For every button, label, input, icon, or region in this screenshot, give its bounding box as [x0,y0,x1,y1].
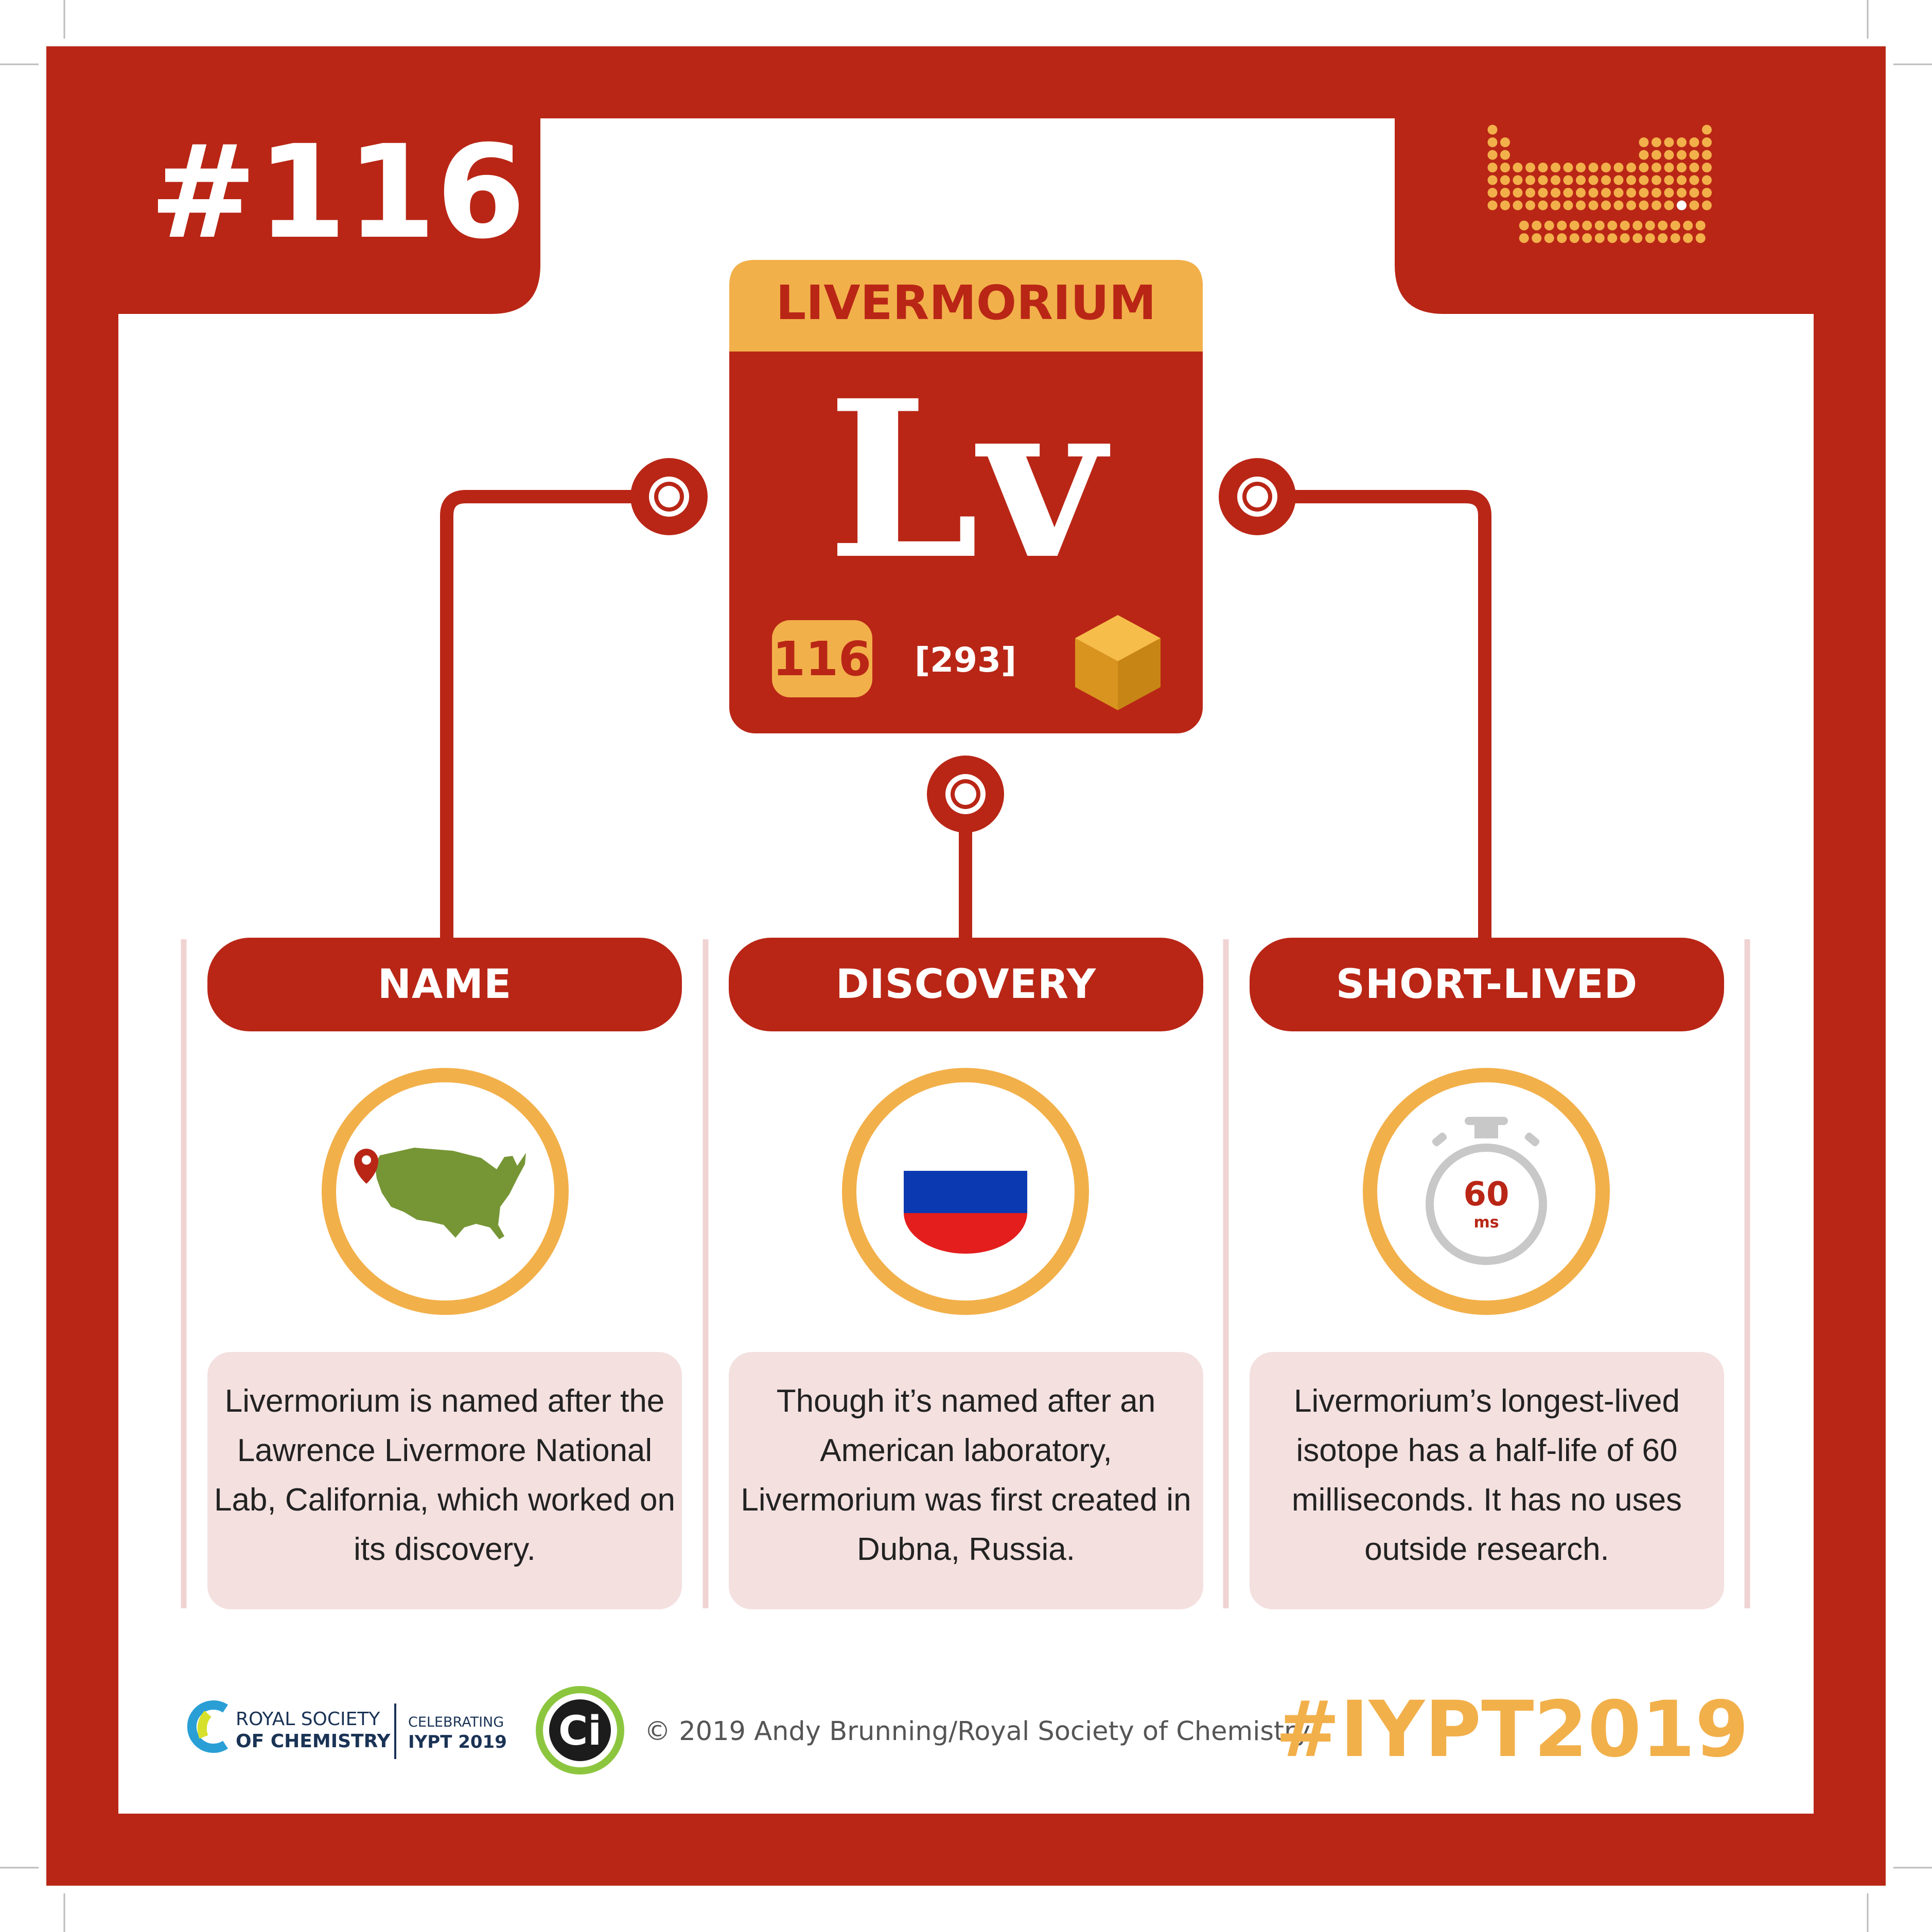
section-text-short-lived: Livermorium’s longest-lived isotope has … [1291,1383,1682,1567]
text-boxes [207,1352,1724,1609]
russia-flag-icon [904,1171,1027,1254]
element-tile: LIVERMORIUM Lv 116 [293] [729,260,1203,733]
section-title-name: NAME [377,961,512,1008]
solid-state-cube-icon [1075,615,1161,710]
connector-nodes [630,458,1296,833]
section-title-discovery: DISCOVERY [835,961,1097,1008]
hashtag: #IYPT2019 [1275,1685,1749,1775]
periodic-table-icon [1487,125,1712,243]
icon-rings [322,1068,1610,1315]
section-title-short-lived: SHORT-LIVED [1336,961,1638,1008]
rsc-line1: ROYAL SOCIETY [236,1709,380,1730]
copyright: © 2019 Andy Brunning/Royal Society of Ch… [644,1716,1310,1747]
atomic-number-badge [772,620,872,697]
iypt-label: IYPT 2019 [408,1732,507,1752]
element-symbol: Lv [827,354,1111,607]
rsc-line2: OF CHEMISTRY [236,1731,391,1752]
column-dividers [181,939,1750,1608]
connector-name [440,490,676,949]
section-text-name: Livermorium is named after the Lawrence … [214,1383,676,1567]
stopwatch-icon: 60 ms [1426,1117,1547,1265]
stopwatch-unit: ms [1473,1214,1499,1232]
stopwatch-value: 60 [1463,1175,1509,1214]
element-name: LIVERMORIUM [776,275,1156,330]
atomic-number: 116 [772,631,871,687]
section-text-discovery: Though it’s named after an American labo… [741,1383,1191,1567]
rsc-logo: ROYAL SOCIETY OF CHEMISTRY CELEBRATING I… [187,1700,507,1759]
ci-logo: Ci [536,1686,624,1775]
ci-logo-text: Ci [558,1708,602,1754]
connector-short-lived [1251,490,1491,949]
atomic-mass: [293] [915,640,1016,680]
celebrating-label: CELEBRATING [408,1714,504,1730]
element-number-badge: #116 [149,117,525,267]
section-headers [207,938,1724,1031]
usa-map-pin-icon [354,1148,526,1239]
